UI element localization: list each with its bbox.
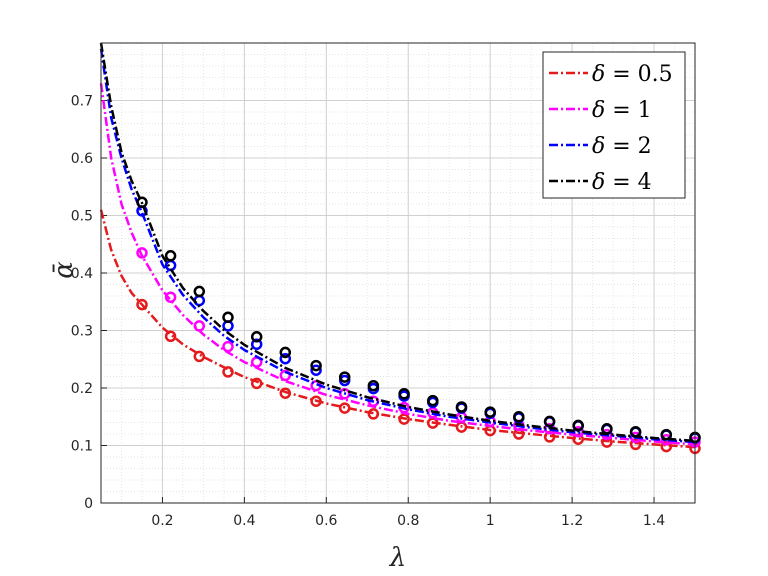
x-tick-label: 1.2 bbox=[561, 513, 583, 529]
legend-label: δ = 2 bbox=[592, 134, 652, 159]
data-point bbox=[455, 401, 468, 413]
legend-value: = 2 bbox=[605, 134, 651, 159]
legend-item: δ = 1 bbox=[549, 98, 652, 123]
x-tick-label: 0.8 bbox=[397, 513, 419, 529]
data-point bbox=[338, 371, 351, 383]
data-point bbox=[310, 395, 322, 407]
data-point bbox=[193, 320, 206, 332]
data-point bbox=[543, 415, 556, 428]
legend-value: = 4 bbox=[605, 170, 651, 195]
legend-value: = 0.5 bbox=[605, 62, 672, 87]
data-point bbox=[193, 285, 206, 298]
data-point bbox=[367, 408, 380, 420]
plot-area bbox=[99, 42, 701, 455]
data-point bbox=[338, 402, 351, 414]
data-point bbox=[310, 359, 322, 372]
data-point bbox=[427, 394, 439, 407]
data-point bbox=[572, 419, 584, 432]
data-point bbox=[484, 406, 496, 418]
y-axis-ticks: 0 0.1 0.2 0.3 0.4 0.5 0.6 0.7 bbox=[71, 94, 107, 512]
series-line bbox=[99, 83, 696, 446]
y-axis-label: ᾱ bbox=[49, 261, 79, 279]
data-point bbox=[279, 387, 292, 399]
series-4 bbox=[99, 42, 701, 444]
y-tick-label: 0.4 bbox=[71, 266, 93, 282]
data-point bbox=[572, 433, 584, 445]
data-point bbox=[222, 311, 234, 324]
x-tick-label: 0.2 bbox=[151, 513, 173, 529]
data-point bbox=[136, 196, 148, 209]
data-point bbox=[250, 377, 263, 390]
data-point bbox=[367, 379, 380, 392]
data-point bbox=[164, 291, 177, 303]
data-point bbox=[193, 294, 206, 307]
data-point bbox=[164, 250, 177, 262]
data-point bbox=[660, 428, 673, 441]
x-axis-ticks: 0.2 0.4 0.6 0.8 1 1.2 1.4 bbox=[151, 497, 665, 529]
legend-label: δ = 4 bbox=[592, 170, 652, 195]
x-axis-label: λ bbox=[389, 543, 406, 573]
data-point bbox=[513, 411, 525, 423]
x-tick-label: 1 bbox=[486, 513, 495, 529]
legend-symbol: δ bbox=[592, 62, 605, 87]
legend: δ = 0.5δ = 1δ = 2δ = 4 bbox=[542, 51, 686, 199]
y-tick-label: 0.5 bbox=[71, 209, 93, 225]
legend-label: δ = 1 bbox=[592, 98, 652, 123]
data-point bbox=[164, 330, 177, 343]
y-tick-label: 0 bbox=[84, 496, 93, 512]
data-point bbox=[222, 366, 234, 378]
data-point bbox=[629, 425, 642, 438]
data-point bbox=[136, 247, 148, 259]
series-1 bbox=[99, 209, 701, 455]
data-point bbox=[398, 413, 410, 425]
data-point bbox=[136, 298, 148, 311]
y-tick-label: 0.6 bbox=[71, 151, 93, 167]
legend-symbol: δ bbox=[592, 134, 605, 159]
data-point bbox=[279, 346, 292, 359]
data-point bbox=[427, 417, 439, 429]
y-tick-label: 0.3 bbox=[71, 324, 93, 340]
legend-symbol: δ bbox=[592, 170, 605, 195]
x-tick-label: 0.6 bbox=[315, 513, 337, 529]
x-tick-label: 0.4 bbox=[233, 513, 255, 529]
data-point bbox=[310, 364, 322, 376]
y-tick-label: 0.1 bbox=[71, 439, 93, 455]
data-point bbox=[398, 388, 410, 400]
series-line bbox=[99, 209, 696, 449]
data-point bbox=[250, 338, 263, 351]
data-point bbox=[193, 350, 206, 363]
y-tick-label: 0.2 bbox=[71, 381, 93, 397]
legend-value: = 1 bbox=[605, 98, 651, 123]
legend-item: δ = 2 bbox=[549, 134, 652, 159]
data-point bbox=[222, 340, 234, 353]
data-point bbox=[601, 423, 613, 435]
legend-label: δ = 0.5 bbox=[592, 62, 673, 87]
data-point bbox=[250, 331, 263, 343]
data-point bbox=[279, 369, 292, 382]
plot-frame bbox=[100, 42, 696, 504]
legend-item: δ = 0.5 bbox=[549, 62, 673, 87]
x-tick-label: 1.4 bbox=[643, 513, 665, 529]
legend-box bbox=[542, 51, 686, 199]
data-point bbox=[629, 438, 642, 451]
y-tick-label: 0.7 bbox=[71, 94, 93, 110]
data-point bbox=[279, 352, 292, 365]
series-line bbox=[99, 48, 696, 444]
legend-items: δ = 0.5δ = 1δ = 2δ = 4 bbox=[549, 62, 673, 195]
series-line bbox=[99, 42, 696, 443]
legend-item: δ = 4 bbox=[549, 170, 652, 195]
legend-symbol: δ bbox=[592, 98, 605, 123]
